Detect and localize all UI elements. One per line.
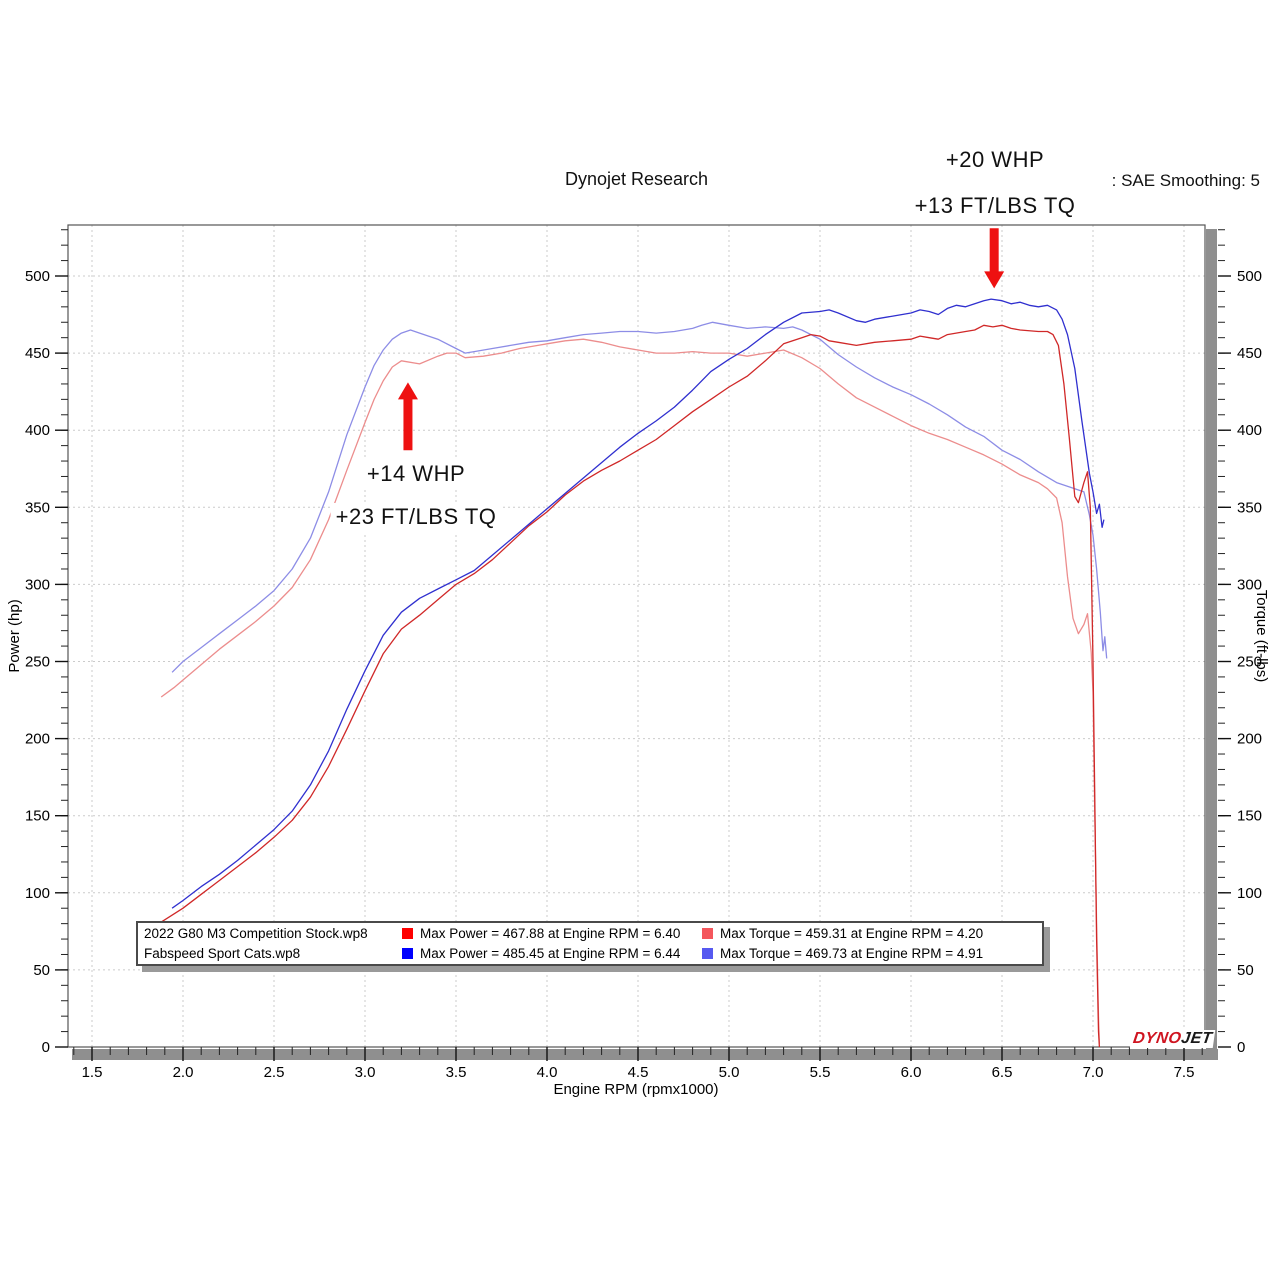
torque-tick-label: 400 [1237, 422, 1262, 439]
power-axis-title: Power (hp) [6, 599, 23, 672]
legend-file-name: 2022 G80 M3 Competition Stock.wp8 [144, 926, 368, 942]
torque-tick-label: 0 [1237, 1039, 1245, 1056]
legend-max-power-text: Max Power = 467.88 at Engine RPM = 6.40 [420, 926, 681, 942]
legend-file-name: Fabspeed Sport Cats.wp8 [144, 945, 301, 961]
torque-tick-label: 50 [1237, 962, 1254, 979]
power-tick-label: 300 [25, 576, 50, 593]
power-tick-label: 450 [25, 345, 50, 362]
x-tick-label: 7.5 [1174, 1064, 1195, 1081]
legend-box: 2022 G80 M3 Competition Stock.wp8 Max Po… [136, 921, 1044, 966]
dynojet-logo-jet: JET [1180, 1030, 1214, 1047]
x-tick-label: 4.5 [628, 1064, 649, 1081]
torque-tick-label: 450 [1237, 345, 1262, 362]
torque-axis-title: Torque (ft-lbs) [1253, 590, 1270, 683]
right-shadow-bar [1206, 229, 1217, 1060]
annotation-high-whp: +20 WHP [940, 146, 1050, 176]
legend-max-torque-fabspeed: Max Torque = 469.73 at Engine RPM = 4.91 [702, 946, 983, 961]
legend-max-power-stock: Max Power = 467.88 at Engine RPM = 6.40 [402, 926, 702, 941]
torque-tick-label: 150 [1237, 808, 1262, 825]
stock-torque-curve [160, 338, 1101, 1044]
red-arrow [397, 382, 418, 451]
fab-torque-curve [171, 321, 1108, 673]
power-tick-label: 150 [25, 808, 50, 825]
chart-title: Dynojet Research [564, 169, 709, 189]
power-tick-label: 200 [25, 731, 50, 748]
x-tick-label: 6.0 [901, 1064, 922, 1081]
red-arrow [984, 228, 1005, 289]
power-swatch-fabspeed [402, 947, 413, 959]
torque-tick-label: 100 [1237, 885, 1262, 902]
power-tick-label: 400 [25, 422, 50, 439]
power-tick-label: 500 [25, 268, 50, 285]
power-tick-label: 100 [25, 885, 50, 902]
power-tick-label: 50 [33, 962, 50, 979]
torque-swatch-stock [702, 928, 713, 940]
x-tick-label: 2.5 [264, 1064, 285, 1081]
legend-row-fabspeed: Fabspeed Sport Cats.wp8 Max Power = 485.… [144, 944, 1036, 964]
legend-max-torque-text: Max Torque = 459.31 at Engine RPM = 4.20 [720, 926, 984, 942]
annotation-high-tq: +13 FT/LBS TQ [909, 192, 1081, 222]
x-tick-label: 5.0 [719, 1064, 740, 1081]
annotation-mid-whp: +14 WHP [361, 460, 471, 490]
legend-max-power-text: Max Power = 485.45 at Engine RPM = 6.44 [420, 945, 681, 961]
annotation-mid-tq: +23 FT/LBS TQ [330, 503, 502, 533]
torque-tick-label: 200 [1237, 731, 1262, 748]
legend-max-torque-text: Max Torque = 469.73 at Engine RPM = 4.91 [720, 945, 984, 961]
stock-power-curve [160, 324, 1101, 1048]
x-tick-label: 3.5 [446, 1064, 467, 1081]
x-tick-label: 4.0 [537, 1064, 558, 1081]
power-tick-label: 350 [25, 499, 50, 516]
plot-border [67, 224, 1206, 1048]
legend-row-stock: 2022 G80 M3 Competition Stock.wp8 Max Po… [144, 924, 1036, 944]
torque-tick-label: 500 [1237, 268, 1262, 285]
power-swatch-stock [402, 928, 413, 940]
x-tick-label: 6.5 [992, 1064, 1013, 1081]
legend-max-power-fabspeed: Max Power = 485.45 at Engine RPM = 6.44 [402, 946, 702, 961]
power-tick-label: 250 [25, 654, 50, 671]
x-tick-label: 7.0 [1083, 1064, 1104, 1081]
x-axis-title: Engine RPM (rpmx1000) [553, 1081, 718, 1098]
x-tick-label: 3.0 [355, 1064, 376, 1081]
torque-tick-label: 350 [1237, 499, 1262, 516]
bottom-shadow-bar [72, 1049, 1218, 1060]
power-tick-label: 0 [42, 1039, 50, 1056]
fab-power-curve [171, 298, 1105, 909]
x-tick-label: 5.5 [810, 1064, 831, 1081]
torque-tick-label: 250 [1237, 654, 1262, 671]
dynojet-logo: DYNOJET [1129, 1030, 1216, 1048]
legend-max-torque-stock: Max Torque = 459.31 at Engine RPM = 4.20 [702, 926, 983, 941]
torque-tick-label: 300 [1237, 576, 1262, 593]
dynojet-logo-dyno: DYNO [1131, 1030, 1183, 1047]
x-tick-label: 2.0 [173, 1064, 194, 1081]
x-tick-label: 1.5 [82, 1064, 103, 1081]
smoothing-label: : SAE Smoothing: 5 [1111, 171, 1260, 190]
torque-swatch-fabspeed [702, 947, 713, 959]
